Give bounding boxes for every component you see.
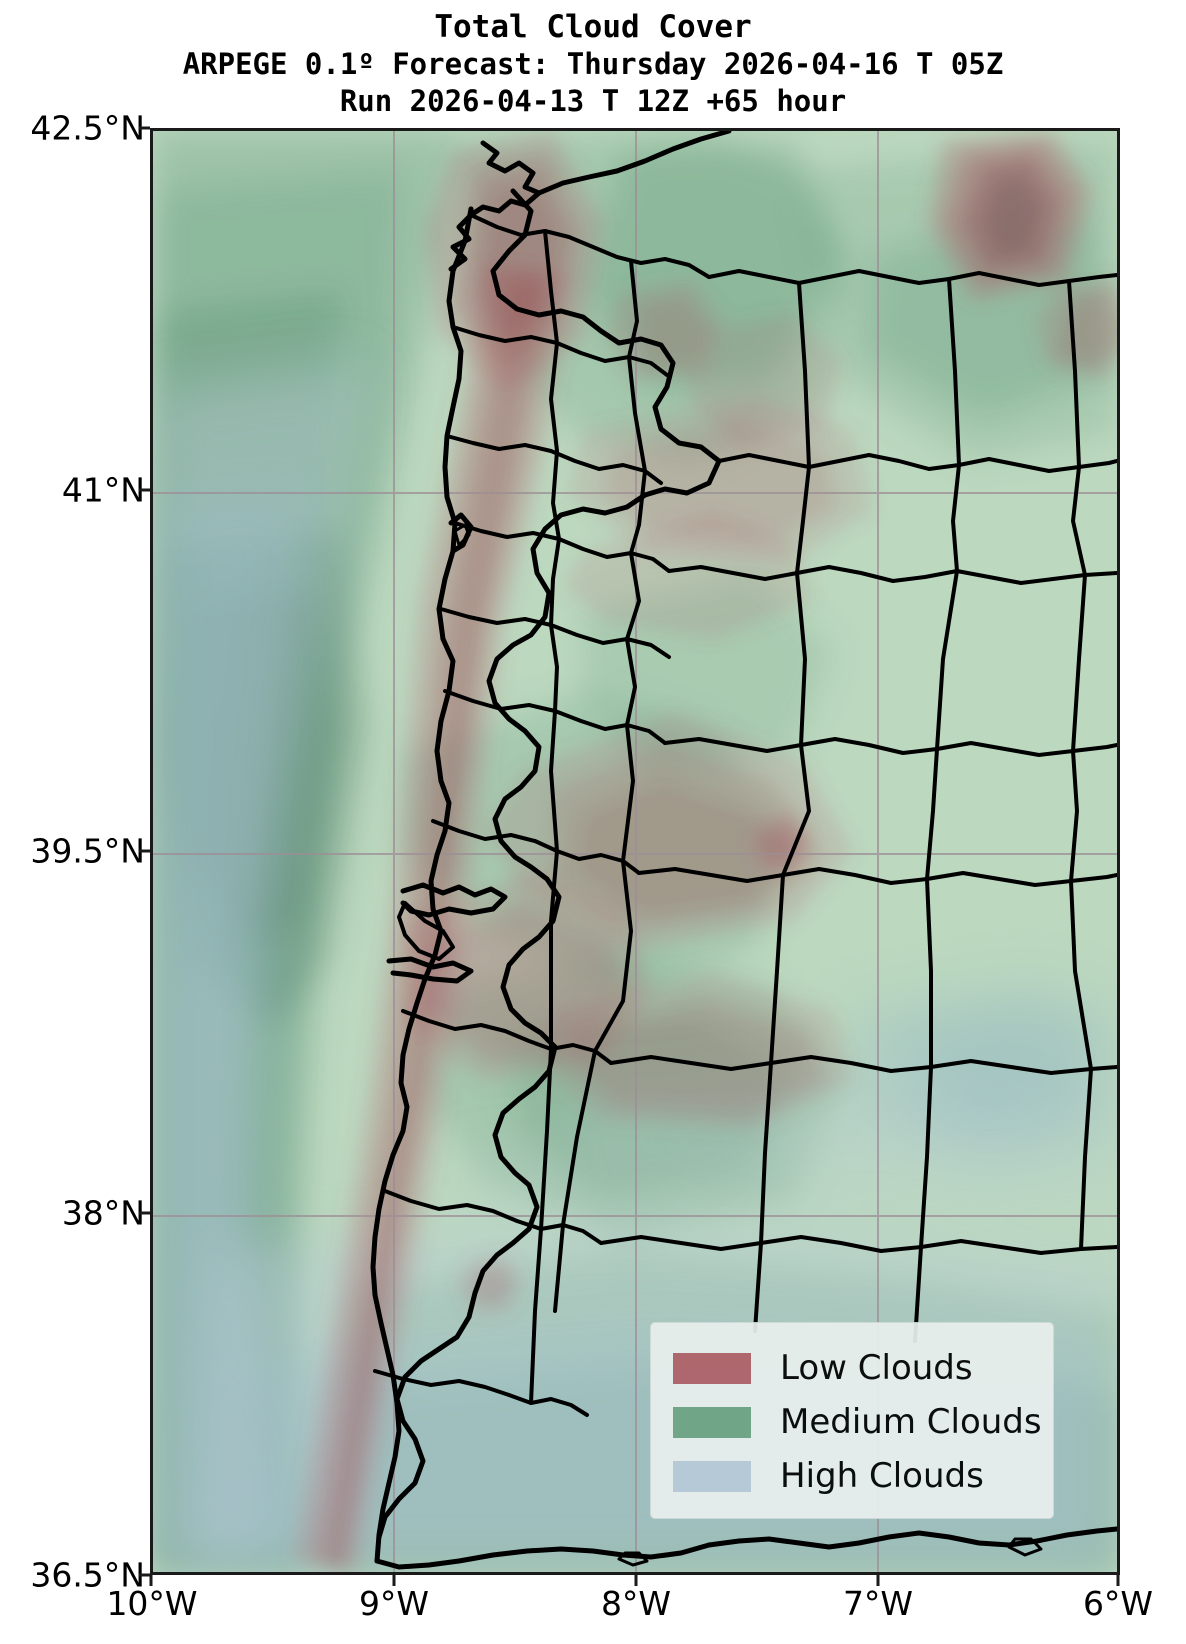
province-border-central-3: [637, 867, 1117, 887]
district-border-ribatejo: [443, 689, 667, 745]
province-border-central-1: [667, 565, 1117, 585]
figure-title-block: Total Cloud Cover ARPEGE 0.1º Forecast: …: [0, 0, 1186, 120]
ytick-label-2: 39.5°N: [30, 831, 145, 871]
district-border-algarve: [373, 1369, 589, 1417]
run-subtitle: Run 2026-04-13 T 12Z +65 hour: [339, 84, 847, 118]
portugal-district-borders: [373, 213, 711, 1417]
xtick-mark-3: [876, 1575, 880, 1586]
xtick-label-4: 6°W: [1082, 1584, 1154, 1623]
guadalquivir-mouth: [1007, 1537, 1043, 1557]
legend-label-medium-clouds: Medium Clouds: [780, 1402, 1042, 1442]
legend-swatch-high-clouds: [673, 1460, 751, 1492]
district-border-minho: [469, 213, 711, 279]
province-border-south-1: [609, 1055, 1117, 1075]
xtick-mark-1: [392, 1575, 396, 1586]
ytick-label-4: 36.5°N: [30, 1555, 145, 1595]
xtick-label-3: 7°W: [842, 1584, 914, 1623]
province-border-spine-3: [1067, 279, 1093, 1251]
legend-label-high-clouds: High Clouds: [780, 1456, 984, 1496]
legend-swatch-low-clouds: [673, 1352, 751, 1384]
district-border-beira-baixa: [439, 607, 671, 659]
ytick-mark-3: [139, 1211, 150, 1215]
legend-item-high-clouds[interactable]: High Clouds: [651, 1449, 1053, 1503]
legend-item-low-clouds[interactable]: Low Clouds: [651, 1341, 1053, 1395]
ytick-mark-4: [139, 1573, 150, 1577]
coastline-gulf-of-cadiz: [706, 1526, 1117, 1550]
ytick-label-3: 38°N: [61, 1193, 145, 1233]
district-border-beira-litoral: [453, 521, 671, 573]
ytick-label-0: 42.5°N: [30, 108, 145, 148]
province-border-south-2: [599, 1235, 1117, 1255]
coastline-portugal-west: [370, 206, 474, 1564]
district-border-beira-alta: [445, 434, 663, 485]
xtick-mark-4: [1116, 1575, 1120, 1586]
province-border-central-2: [663, 737, 1117, 757]
border-portugal-spain: [376, 188, 722, 1540]
district-border-interior-spine: [529, 229, 561, 1405]
map-gridlines: [153, 131, 1117, 1572]
xtick-mark-2: [634, 1575, 638, 1586]
district-border-douro-litoral: [451, 325, 669, 377]
legend-item-medium-clouds[interactable]: Medium Clouds: [651, 1395, 1053, 1449]
coastline-sado-estuary: [386, 956, 474, 984]
legend-swatch-medium-clouds: [673, 1406, 751, 1438]
forecast-subtitle: ARPEGE 0.1º Forecast: Thursday 2026-04-1…: [182, 47, 1004, 81]
ytick-label-1: 41°N: [61, 470, 145, 510]
low-clouds-layer: [293, 131, 1117, 1572]
coastline-tagus-estuary: [400, 882, 508, 918]
ria-formosa: [617, 1551, 649, 1567]
page-title: Total Cloud Cover: [434, 9, 752, 45]
province-border-spine-2: [913, 277, 961, 1343]
ytick-mark-1: [139, 488, 150, 492]
xtick-label-0: 10°W: [106, 1584, 198, 1623]
coastline-algarve-south: [374, 1542, 712, 1570]
xtick-label-2: 8°W: [600, 1584, 672, 1623]
ytick-mark-0: [139, 126, 150, 130]
province-border-north-2: [717, 453, 1117, 473]
coastline-rias: [448, 212, 474, 272]
coastline-cantabrian: [536, 131, 732, 196]
province-border-spine-1: [753, 281, 811, 1333]
district-border-alentejo-north: [401, 1009, 613, 1065]
legend-label-low-clouds: Low Clouds: [780, 1348, 973, 1388]
setubal-peninsula: [397, 901, 455, 961]
xtick-mark-0: [149, 1575, 153, 1586]
map-legend[interactable]: Low Clouds Medium Clouds High Clouds: [650, 1322, 1054, 1519]
district-border-eastern-spine: [553, 259, 647, 1313]
ytick-mark-2: [139, 849, 150, 853]
spain-province-borders: [599, 269, 1117, 1343]
map-borders-layer: [370, 131, 1117, 1570]
coastline-galicia-north: [468, 140, 542, 218]
province-border-north-1: [707, 269, 1117, 287]
district-border-estremadura: [431, 819, 641, 875]
district-border-alentejo-south: [383, 1189, 603, 1245]
xtick-label-1: 9°W: [358, 1584, 430, 1623]
